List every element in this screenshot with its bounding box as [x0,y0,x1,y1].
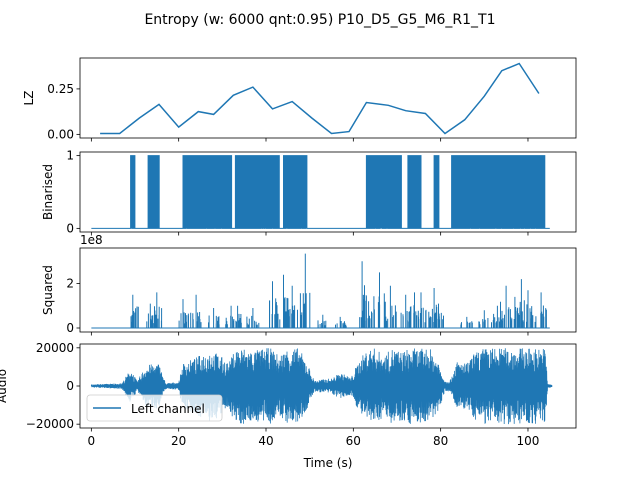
xtick-label: 40 [258,434,273,448]
binarised-ytick-label: 0 [66,221,74,235]
binarised-ylabel: Binarised [41,164,55,220]
legend-label: Left channel [131,402,205,416]
lz-axes-frame [79,57,577,139]
squared-axes-frame [79,247,577,333]
binarised-series-line [91,155,550,229]
legend-box [86,394,223,422]
xtick-label: 80 [433,434,448,448]
audio-series-line [90,348,553,425]
x-axis: 0 20 40 60 80 100 [88,434,540,448]
lz-panel: LZ 0.00 0.25 [22,57,577,142]
lz-ytick-label: 0.25 [47,82,74,96]
lz-ylabel: LZ [22,91,36,106]
xtick-label: 20 [171,434,186,448]
audio-ylabel: Audio [0,369,9,403]
audio-ytick-label: 20000 [36,341,74,355]
xtick-label: 60 [346,434,361,448]
x-axis-label: Time (s) [303,456,353,470]
squared-series-line [91,253,550,329]
squared-ytick-label: 0 [66,321,74,335]
xtick-label: 100 [517,434,540,448]
squared-scale-label: 1e8 [80,233,103,247]
audio-ytick-label: −20000 [26,417,74,431]
lz-ytick-label: 0.00 [47,127,74,141]
audio-ytick-label: 0 [66,379,74,393]
binarised-ytick-label: 1 [66,149,74,163]
lz-series-line [100,62,540,135]
binarised-panel: Binarised 0 1 [41,149,577,236]
squared-ylabel: Squared [41,265,55,315]
figure-title: Entropy (w: 6000 qnt:0.95) P10_D5_G5_M6_… [144,12,495,28]
squared-panel: Squared 1e8 0 2 [41,233,577,336]
audio-panel: Audio −20000 0 20000 Left channel [0,341,577,432]
xtick-label: 0 [88,434,96,448]
binarised-axes-frame [79,151,577,233]
squared-ytick-label: 2 [66,277,74,291]
legend: Left channel [86,394,223,422]
